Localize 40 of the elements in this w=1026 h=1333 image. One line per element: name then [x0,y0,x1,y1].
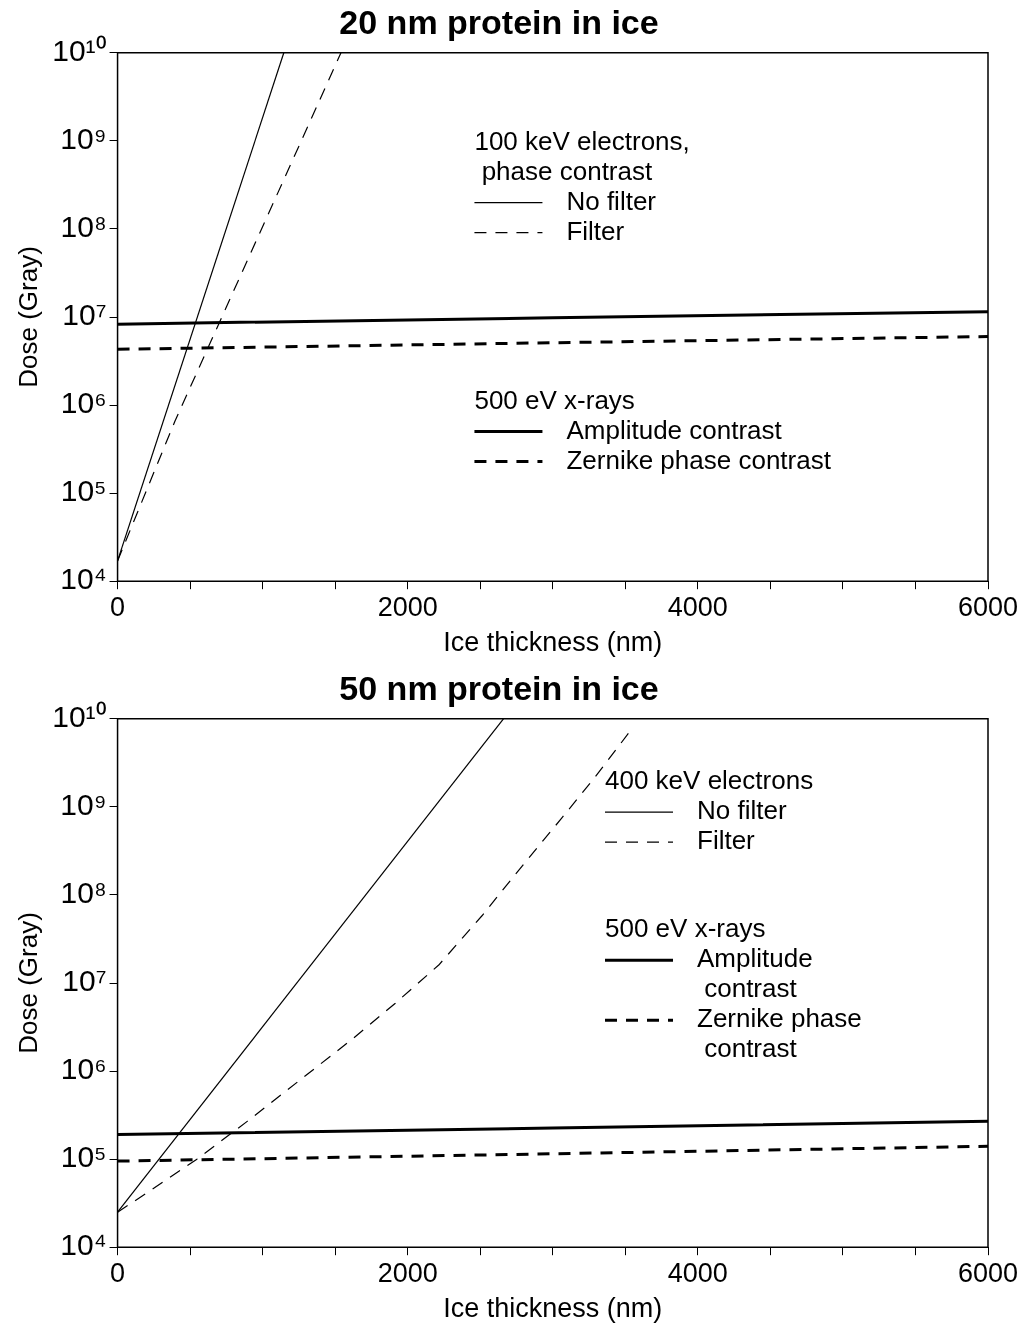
y-tick-label: 10⁵ [60,474,107,508]
y-tick-label: 10⁵ [60,1140,107,1174]
x-tick-label: 2000 [377,1257,438,1288]
annotation: 400 keV electrons [605,765,814,796]
y-tick-label: 10⁷ [62,964,107,998]
chart-title: 50 nm protein in ice [339,668,659,707]
y-axis-title: Dose (Gray) [12,246,43,388]
x-tick-label: 0 [110,1257,126,1288]
legend-label: Amplitude contrast [697,943,813,1004]
legend-label: Zernike phase contrast [697,1003,862,1064]
x-tick-label: 4000 [667,1257,728,1288]
legend-label: No filter [697,795,787,826]
legend-label: Filter [566,215,625,246]
y-tick-label: 10⁹ [60,788,107,822]
y-axis-title: Dose (Gray) [12,912,43,1054]
y-tick-label: 10⁶ [60,1052,107,1086]
x-axis-title: Ice thickness (nm) [443,627,663,658]
legend-label: No filter [566,185,657,216]
y-tick-label: 10⁴ [60,1228,107,1262]
y-tick-label: 10¹⁰ [52,34,107,68]
y-tick-label: 10⁸ [60,210,107,244]
x-tick-label: 0 [110,591,126,622]
x-tick-label: 6000 [957,1257,1019,1288]
x-axis-title: Ice thickness (nm) [443,1293,663,1324]
legend-label: Filter [697,825,756,856]
chart-title: 20 nm protein in ice [339,2,659,41]
x-tick-label: 6000 [957,591,1019,622]
y-tick-label: 10⁴ [60,562,107,596]
x-tick-label: 2000 [377,591,438,622]
annotation: 100 keV electrons, phase contrast [474,125,690,186]
x-tick-label: 4000 [667,591,728,622]
annotation: 500 eV x-rays [474,384,635,415]
legend-label: Zernike phase contrast [566,444,832,475]
annotation: 500 eV x-rays [605,913,766,944]
y-tick-label: 10¹⁰ [52,700,107,734]
y-tick-label: 10⁸ [60,876,107,910]
y-tick-label: 10⁹ [60,122,107,156]
legend-label: Amplitude contrast [566,414,783,445]
y-tick-label: 10⁶ [60,386,107,420]
y-tick-label: 10⁷ [62,298,107,332]
